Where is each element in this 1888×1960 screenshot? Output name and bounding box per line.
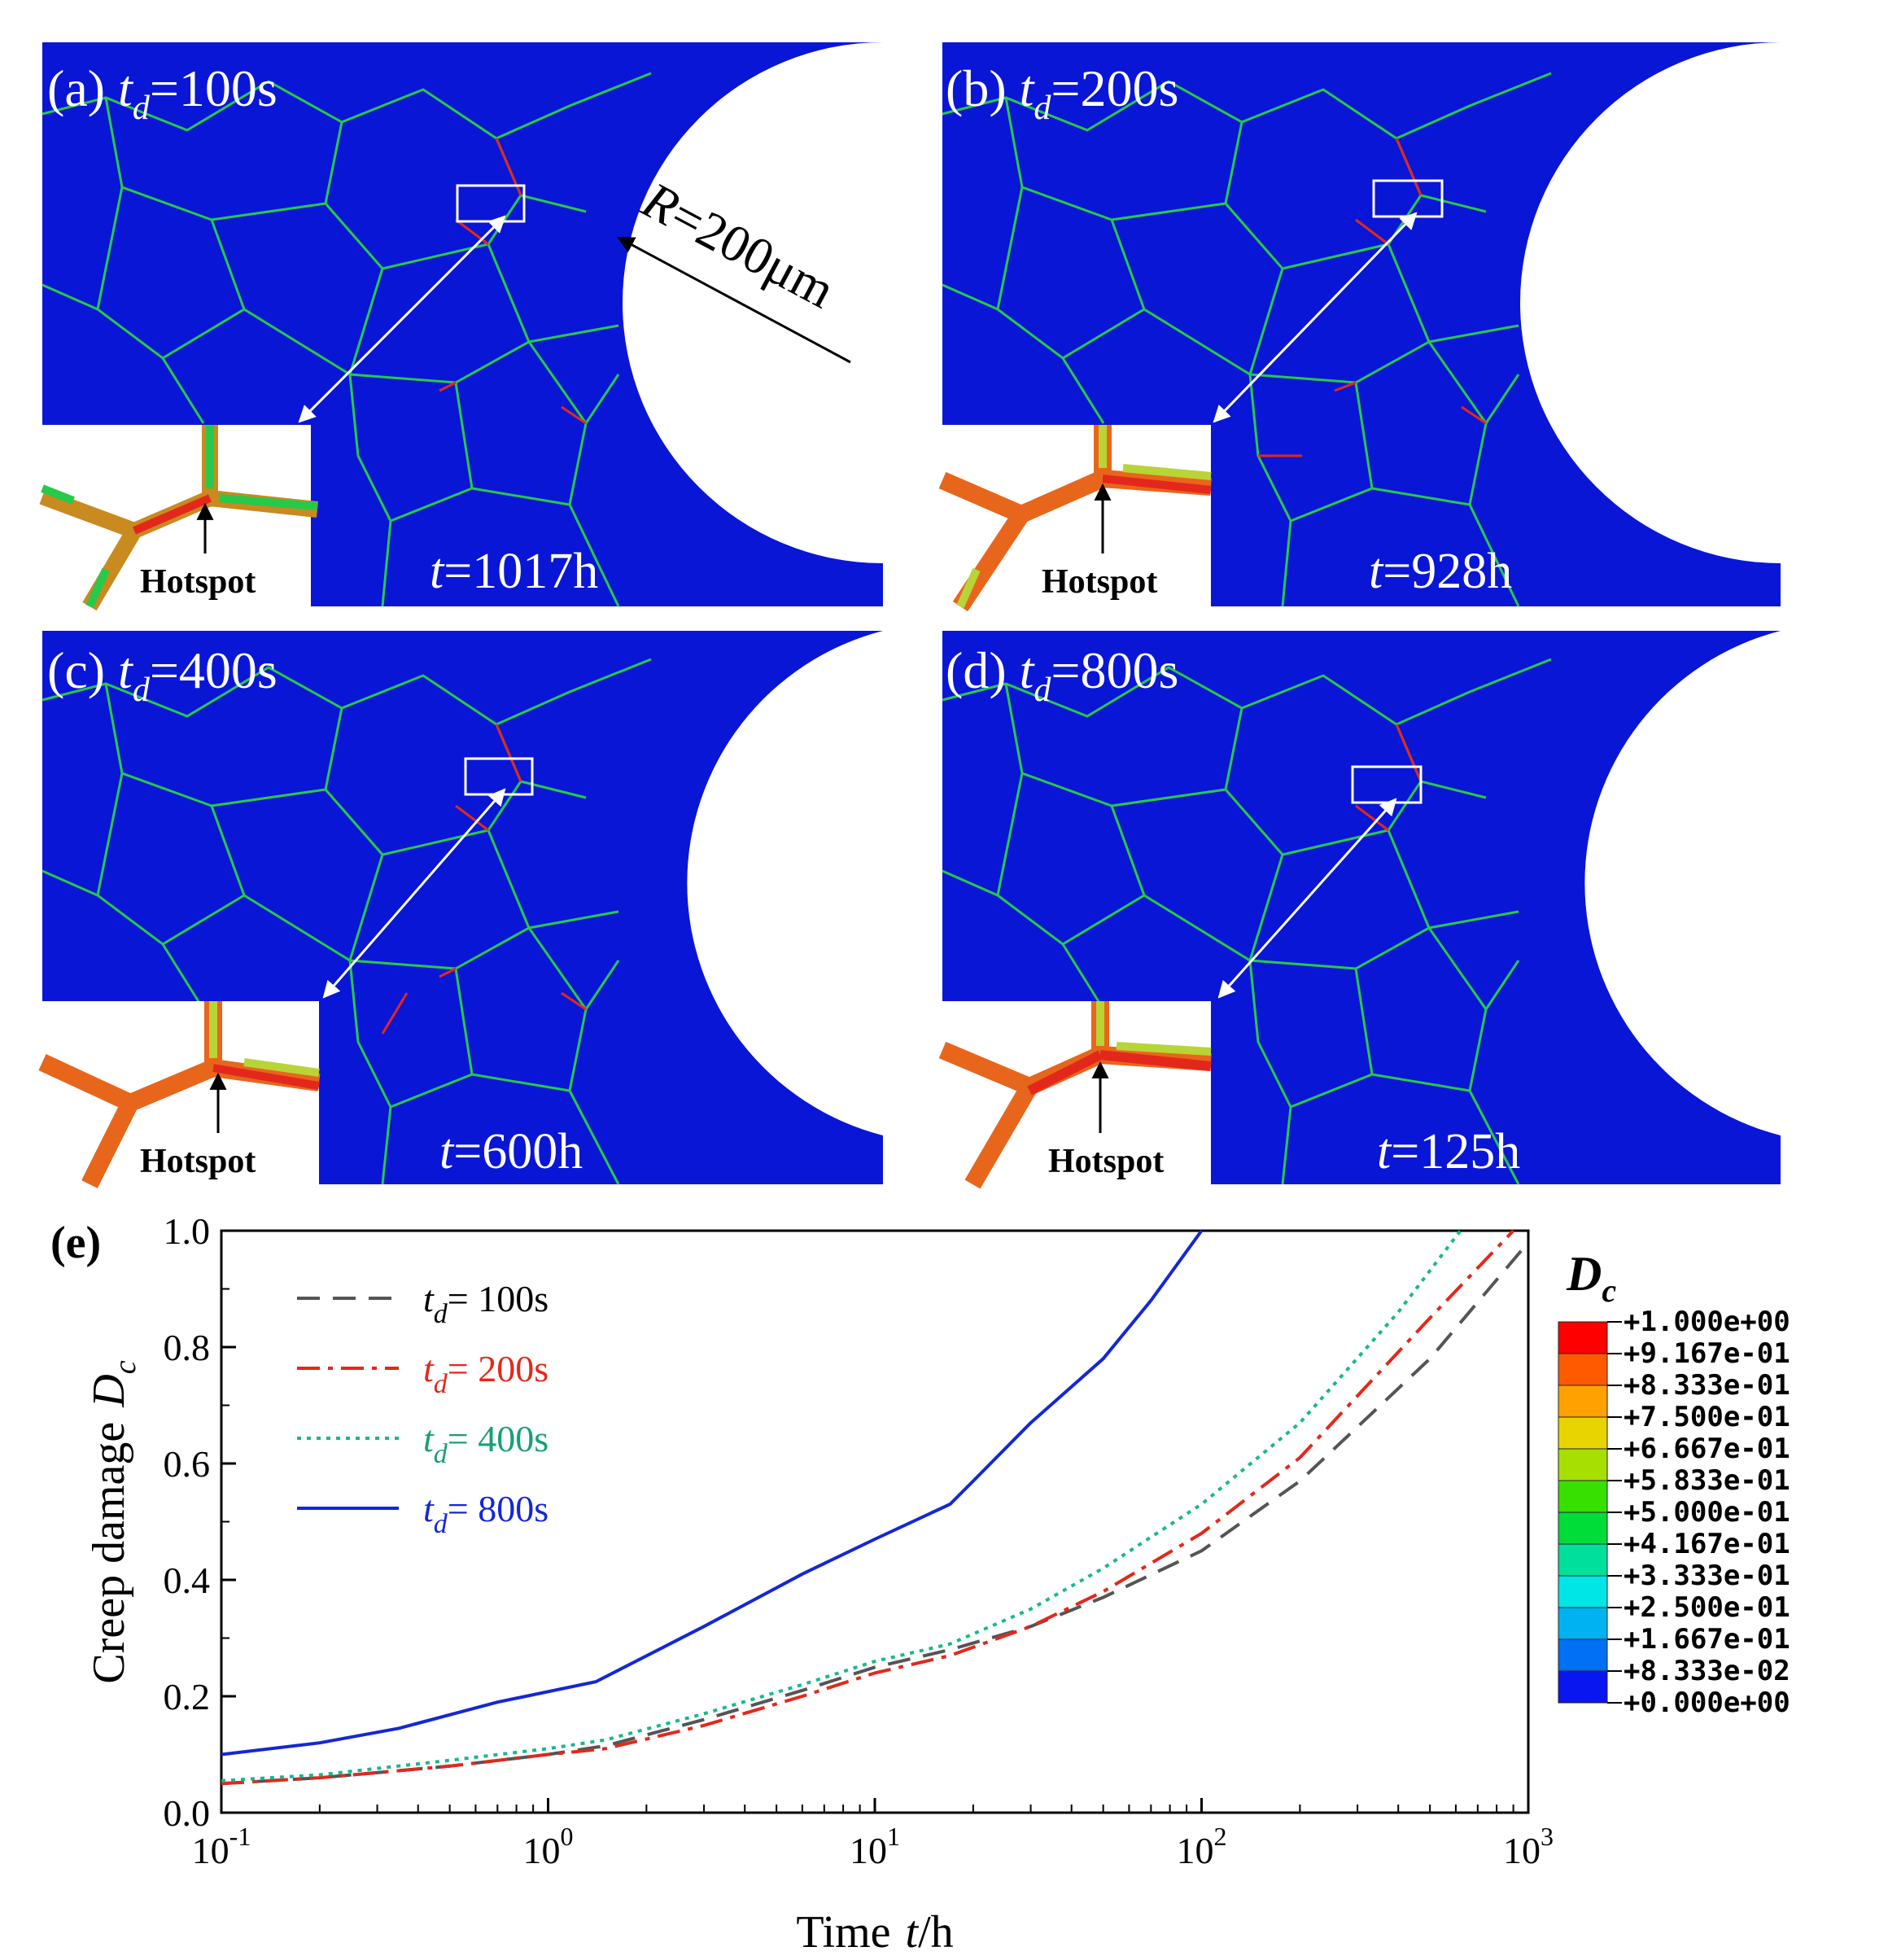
hotspot-label: Hotspot [1048,1143,1164,1180]
colorbar-label: +0.000e+00 [1624,1687,1790,1719]
hotspot-label: Hotspot [140,563,256,601]
panel-d: Hotspot (d) td=800s t=125h [938,631,1781,1189]
legend: td= 100s td= 200s td= 400s td= 800s [297,1278,548,1539]
zoom-arrow [1217,798,1397,999]
legend-label: td= 100s [423,1278,548,1329]
x-tick-label: 102 [1177,1822,1227,1871]
radius-arrow [617,236,851,364]
colorbar-label: +1.667e-01 [1624,1623,1790,1656]
series-line-3 [221,1229,1462,1783]
colorbar-label: +7.500e-01 [1624,1401,1790,1433]
series-line-1 [221,1241,1530,1786]
colorbar-band [1558,1385,1608,1418]
hotspot-inset: Hotspot [938,425,1212,612]
hotspot-inset: Hotspot [39,425,319,611]
panel-label: (d) td=800s [946,641,1178,709]
x-axis-title: Time t/h [796,1907,953,1958]
y-tick-label: 0.8 [164,1327,211,1368]
colorbar-band [1558,1607,1608,1640]
colorbar-label: +2.500e-01 [1624,1591,1790,1624]
colorbar-band [1558,1353,1608,1386]
colorbar-label: +8.333e-02 [1624,1655,1790,1687]
y-axis-word: Creep damage [84,1422,134,1684]
colorbar-band [1558,1480,1608,1513]
time-label: t=600h [439,1124,583,1179]
y-tick-label: 0.6 [164,1443,211,1485]
colorbar-label: +3.333e-01 [1624,1560,1790,1592]
x-tick-label: 101 [850,1822,900,1871]
zoom-arrow [1213,212,1418,423]
colorbar-band [1558,1512,1608,1545]
panel-c: Hotspot (c) td=400s t=600h [38,631,883,1188]
legend-label: td= 400s [423,1418,548,1469]
y-axis-symbol: D [84,1374,134,1407]
panel-label: (a) td=100s [47,59,278,127]
x-tick-label: 100 [523,1822,574,1871]
colorbar-band [1558,1670,1608,1704]
colorbar-band [1558,1321,1608,1354]
colorbar-label: +9.167e-01 [1624,1337,1790,1370]
zoom-arrow [322,788,506,999]
time-label: t=1017h [430,544,598,599]
colorbar: Dc +1.000e+00+9.167e-01+8.333e-01+7.500e… [1558,1247,1790,1719]
y-tick-label: 0.4 [164,1560,211,1601]
panel-b: Hotspot (b) td=200s t=928h [938,42,1781,612]
y-tick-label: 0.0 [164,1792,211,1834]
panel-label: (c) td=400s [47,641,278,709]
colorbar-band [1558,1638,1608,1672]
colorbar-label: +5.000e-01 [1624,1496,1790,1529]
hotspot-label: Hotspot [140,1143,256,1180]
colorbar-label: +8.333e-01 [1624,1369,1790,1402]
series-line-2 [221,1229,1515,1786]
radius-label: R=200μm [633,170,845,319]
chart-panel-label: (e) [50,1218,101,1268]
series-lines [221,1229,1530,1786]
y-axis-sub: c [108,1360,142,1374]
y-axis-title: Creep damage Dc [84,1360,142,1683]
colorbar-label: +4.167e-01 [1624,1528,1790,1560]
y-tick-label: 0.2 [164,1676,211,1717]
zoom-arrow [298,215,506,423]
hotspot-inset: Hotspot [38,1001,321,1188]
legend-label: td= 200s [423,1348,548,1399]
axis-ticks: 0.0 0.2 0.4 0.6 0.8 1.0 10-1 100 101 102 103 [164,1210,1554,1871]
colorbar-label: +6.667e-01 [1624,1433,1790,1465]
hotspot-label: Hotspot [1042,563,1157,601]
colorbar-band [1558,1448,1608,1481]
colorbar-band [1558,1543,1608,1577]
colorbar-band [1558,1575,1608,1608]
colorbar-label: +5.833e-01 [1624,1464,1790,1497]
series-line-4 [221,1229,1204,1757]
time-label: t=928h [1369,544,1512,599]
panel-label: (b) td=200s [946,59,1178,127]
time-label: t=125h [1377,1124,1520,1179]
panel-a: Hotspot (a) td=100s t=1017h R=200μm [39,42,883,611]
panel-e-chart: (e) 0.0 0.2 0.4 0.6 0.8 1.0 10-1 100 101 102 103 C… [50,1210,1554,1958]
y-tick-label: 1.0 [164,1210,211,1252]
hotspot-inset: Hotspot [938,1001,1212,1189]
x-tick-label: 10-1 [192,1822,251,1871]
svg-text:Creep damageDc: Creep damage Dc [84,1360,142,1683]
colorbar-band [1558,1416,1608,1450]
colorbar-label: +1.000e+00 [1624,1306,1790,1338]
colorbar-title: Dc [1566,1247,1616,1309]
x-tick-label: 103 [1503,1822,1554,1871]
legend-label: td= 800s [423,1488,548,1539]
plot-area [220,1229,1530,1814]
